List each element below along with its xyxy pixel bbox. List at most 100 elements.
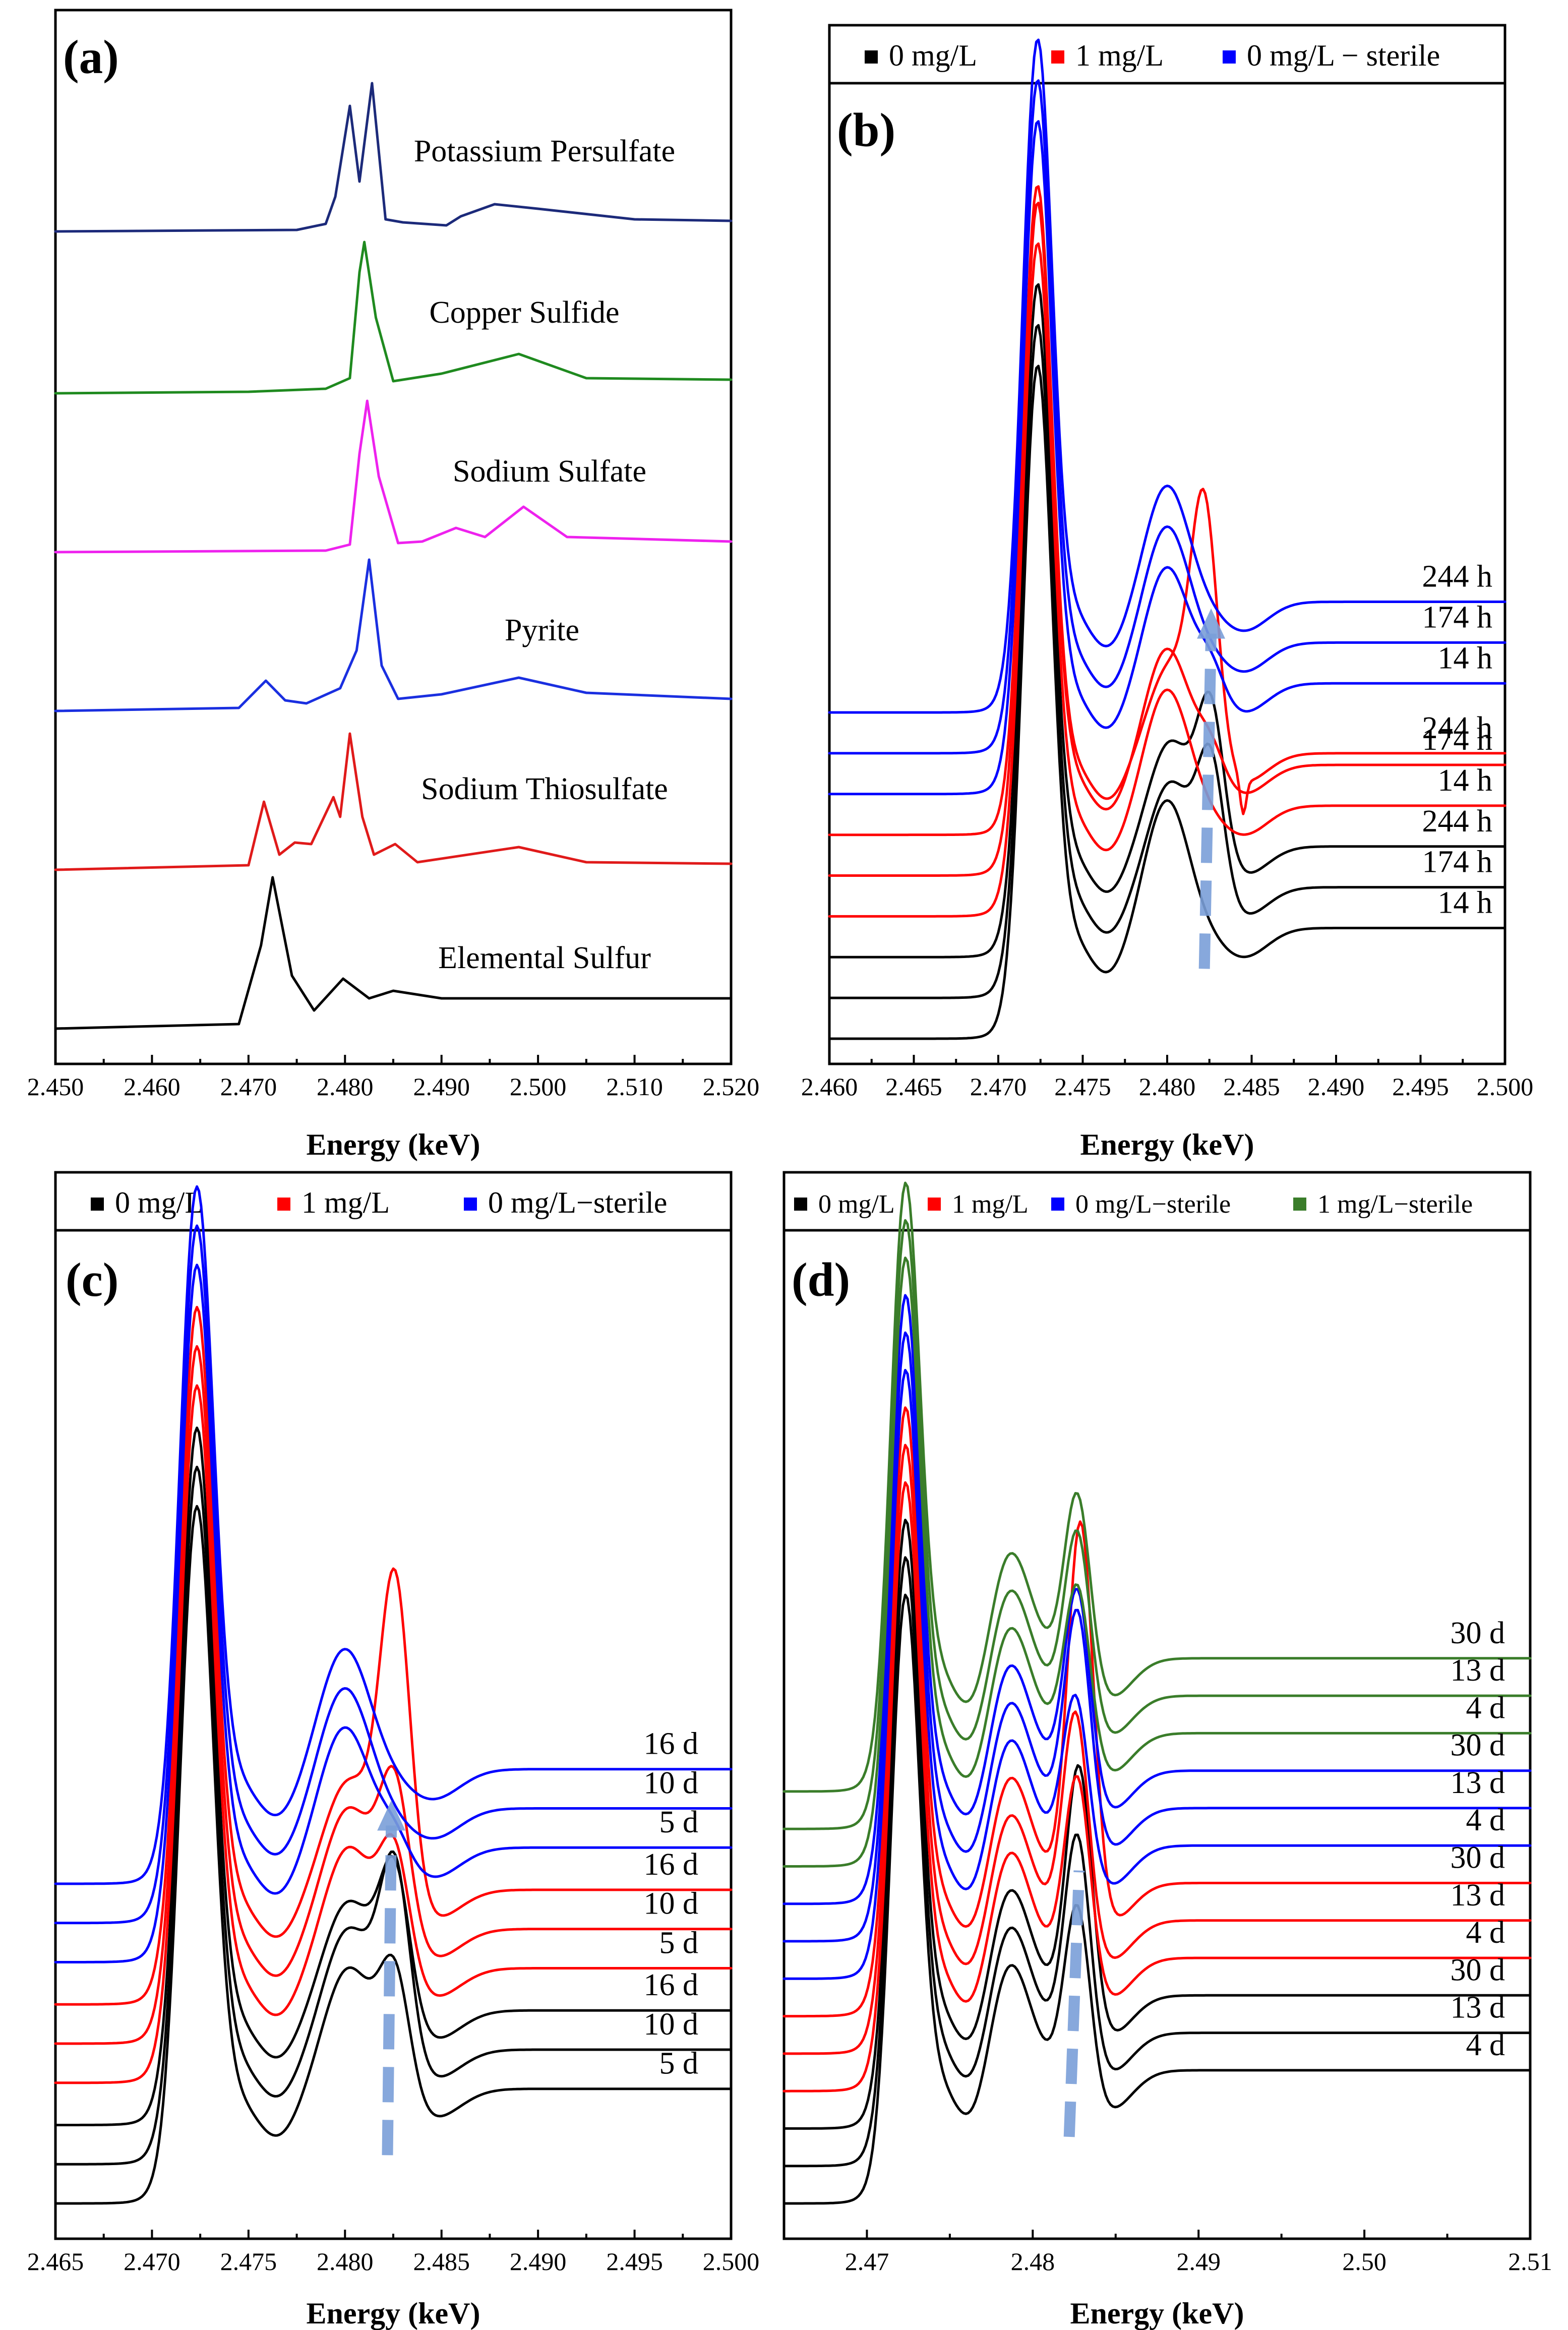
series-label-0-mg-l-16-d: 16 d bbox=[644, 1968, 699, 2002]
panel-d-label: (d) bbox=[792, 1253, 850, 1306]
x-tick-label: 2.500 bbox=[510, 1072, 567, 1101]
panel-b-x-axis-title: Energy (keV) bbox=[1080, 1128, 1254, 1161]
x-tick-label: 2.460 bbox=[801, 1072, 858, 1101]
legend-label-0-mg-l: 0 mg/L bbox=[115, 1186, 203, 1219]
series-label-0-mg-l-sterile-174-h: 174 h bbox=[1422, 600, 1493, 634]
panel-a-curves bbox=[54, 82, 733, 1030]
series-1-mg-l-14-h bbox=[828, 242, 1506, 918]
panel-d-curves bbox=[782, 1181, 1532, 2205]
series-label-1-mg-l-16-d: 16 d bbox=[644, 1847, 699, 1882]
series-label-0-mg-l-sterile-16-d: 16 d bbox=[644, 1727, 699, 1761]
legend-label-0-mg-l: 0 mg/L bbox=[889, 39, 977, 72]
series-sodium-sulfate bbox=[54, 399, 733, 554]
x-tick-label: 2.470 bbox=[970, 1072, 1027, 1101]
trend-arrow-shaft bbox=[382, 1825, 397, 2156]
series-label-pyrite: Pyrite bbox=[505, 613, 579, 647]
legend-swatch-0-mg-l-sterile bbox=[1223, 50, 1236, 64]
x-tick-label: 2.480 bbox=[317, 1072, 374, 1101]
panel-b: 0 mg/L 1 mg/L 0 mg/L − sterile (b) 14 h 174… bbox=[801, 24, 1533, 1161]
panel-b-trend-arrow bbox=[1197, 608, 1226, 969]
x-tick-label: 2.490 bbox=[413, 1072, 470, 1101]
x-tick-label: 2.475 bbox=[1054, 1072, 1111, 1101]
x-tick-label: 2.485 bbox=[413, 2247, 470, 2276]
legend-swatch-0-mg-l bbox=[865, 50, 878, 64]
series-1-mg-l-10-d bbox=[54, 1345, 733, 2045]
legend-swatch-0-mg-l-sterile bbox=[464, 1198, 477, 1211]
legend-swatch-0-mg-l bbox=[794, 1198, 807, 1211]
series-label-0-mg-l-10-d: 10 d bbox=[644, 2007, 699, 2042]
series-label-0-mg-l-sterile-5-d: 5 d bbox=[659, 1805, 699, 1839]
trend-arrow-shaft bbox=[1198, 633, 1217, 969]
x-tick-label: 2.480 bbox=[317, 2247, 374, 2276]
series-sodium-thiosulfate bbox=[54, 732, 733, 871]
series-label-1-mg-l-sterile-4-d: 4 d bbox=[1466, 1691, 1505, 1725]
series-0-mg-l-10-d bbox=[54, 1465, 733, 2166]
series-label-0-mg-l-4-d: 4 d bbox=[1466, 2028, 1505, 2062]
panel-a-label: (a) bbox=[63, 30, 119, 84]
series-0-mg-l-sterile-10-d bbox=[54, 1224, 733, 1925]
x-tick-label: 2.50 bbox=[1342, 2247, 1386, 2276]
panel-c-label: (c) bbox=[66, 1253, 118, 1306]
series-label-0-mg-l-244-h: 244 h bbox=[1422, 804, 1493, 839]
series-label-0-mg-l-5-d: 5 d bbox=[659, 2047, 699, 2081]
panel-b-label: (b) bbox=[837, 103, 895, 157]
x-tick-label: 2.495 bbox=[1392, 1072, 1449, 1101]
series-1-mg-l-13-d bbox=[782, 1444, 1532, 2055]
series-elemental-sulfur bbox=[54, 876, 733, 1030]
panel-c-series-labels: 5 d 10 d 16 d 5 d 10 d 16 d 5 d 10 d 16 d bbox=[644, 1727, 699, 2081]
panel-c-legend: 0 mg/L 1 mg/L 0 mg/L−sterile bbox=[91, 1186, 667, 1219]
series-label-1-mg-l-sterile-30-d: 30 d bbox=[1451, 1616, 1505, 1650]
panel-a: (a) Potassium Persulfate Copper Sulfide So… bbox=[27, 9, 760, 1161]
panel-d-series-labels: 4 d13 d30 d4 d13 d30 d4 d13 d30 d4 d13 d… bbox=[1451, 1616, 1505, 2062]
panel-d: 0 mg/L 1 mg/L 0 mg/L−sterile 1 mg/L−sterile… bbox=[782, 1171, 1552, 2330]
legend-label-1-mg-l: 1 mg/L bbox=[1075, 39, 1164, 72]
series-0-mg-l-sterile-14-h bbox=[828, 120, 1506, 796]
x-tick-label: 2.49 bbox=[1176, 2247, 1221, 2276]
x-tick-label: 2.520 bbox=[703, 1072, 760, 1101]
panel-c-trend-arrow bbox=[377, 1800, 406, 2156]
series-1-mg-l-sterile-4-d bbox=[782, 1257, 1532, 1868]
legend-label-0-mg-l-sterile: 0 mg/L−sterile bbox=[488, 1186, 667, 1219]
series-1-mg-l-sterile-30-d bbox=[782, 1181, 1532, 1793]
series-0-mg-l-5-d bbox=[54, 1505, 733, 2205]
legend-swatch-1-mg-l bbox=[928, 1198, 941, 1211]
panel-c: 0 mg/L 1 mg/L 0 mg/L−sterile (c) 5 d 10 d 16… bbox=[27, 1171, 760, 2330]
x-tick-label: 2.495 bbox=[606, 2247, 663, 2276]
series-label-1-mg-l-30-d: 30 d bbox=[1451, 1841, 1505, 1875]
panel-c-x-axis-title: Energy (keV) bbox=[307, 2297, 480, 2330]
series-1-mg-l-174-h bbox=[828, 202, 1506, 877]
series-1-mg-l-sterile-13-d bbox=[782, 1219, 1532, 1830]
x-tick-label: 2.500 bbox=[703, 2247, 760, 2276]
series-label-0-mg-l-sterile-10-d: 10 d bbox=[644, 1766, 699, 1801]
series-label-0-mg-l-sterile-244-h: 244 h bbox=[1422, 560, 1493, 594]
series-label-1-mg-l-14-h: 14 h bbox=[1438, 763, 1493, 798]
series-0-mg-l-sterile-174-h bbox=[828, 79, 1506, 755]
panel-d-x-axis-title: Energy (keV) bbox=[1070, 2297, 1244, 2330]
series-0-mg-l-sterile-244-h bbox=[828, 38, 1506, 714]
x-tick-label: 2.480 bbox=[1139, 1072, 1196, 1101]
legend-label-1-mg-l: 1 mg/L bbox=[952, 1190, 1029, 1219]
series-label-sodium-sulfate: Sodium Sulfate bbox=[453, 454, 646, 489]
series-label-0-mg-l-sterile-30-d: 30 d bbox=[1451, 1728, 1505, 1763]
legend-label-0-mg-l-sterile: 0 mg/L − sterile bbox=[1247, 39, 1440, 72]
x-tick-label: 2.490 bbox=[1308, 1072, 1365, 1101]
series-label-1-mg-l-174-h: 174 h bbox=[1422, 723, 1493, 757]
trend-arrow-head bbox=[1197, 608, 1226, 639]
x-tick-label: 2.470 bbox=[220, 1072, 277, 1101]
x-tick-label: 2.450 bbox=[27, 1072, 84, 1101]
x-tick-label: 2.490 bbox=[510, 2247, 567, 2276]
series-1-mg-l-4-d bbox=[782, 1481, 1532, 2093]
series-1-mg-l-16-d bbox=[54, 1305, 733, 2006]
series-1-mg-l-244-h bbox=[828, 185, 1506, 837]
legend-swatch-0-mg-l bbox=[91, 1198, 104, 1211]
legend-swatch-1-mg-l-sterile bbox=[1293, 1198, 1306, 1211]
panel-b-legend: 0 mg/L 1 mg/L 0 mg/L − sterile bbox=[865, 39, 1440, 72]
panel-b-curves bbox=[828, 38, 1506, 1040]
series-label-1-mg-l-4-d: 4 d bbox=[1466, 1916, 1505, 1950]
panel-c-x-ticks: 2.465 2.470 2.475 2.480 2.485 2.490 2.495 2.500 bbox=[27, 2230, 760, 2276]
legend-label-0-mg-l-sterile: 0 mg/L−sterile bbox=[1075, 1190, 1231, 1219]
series-label-0-mg-l-30-d: 30 d bbox=[1451, 1953, 1505, 1987]
series-label-1-mg-l-10-d: 10 d bbox=[644, 1887, 699, 1921]
